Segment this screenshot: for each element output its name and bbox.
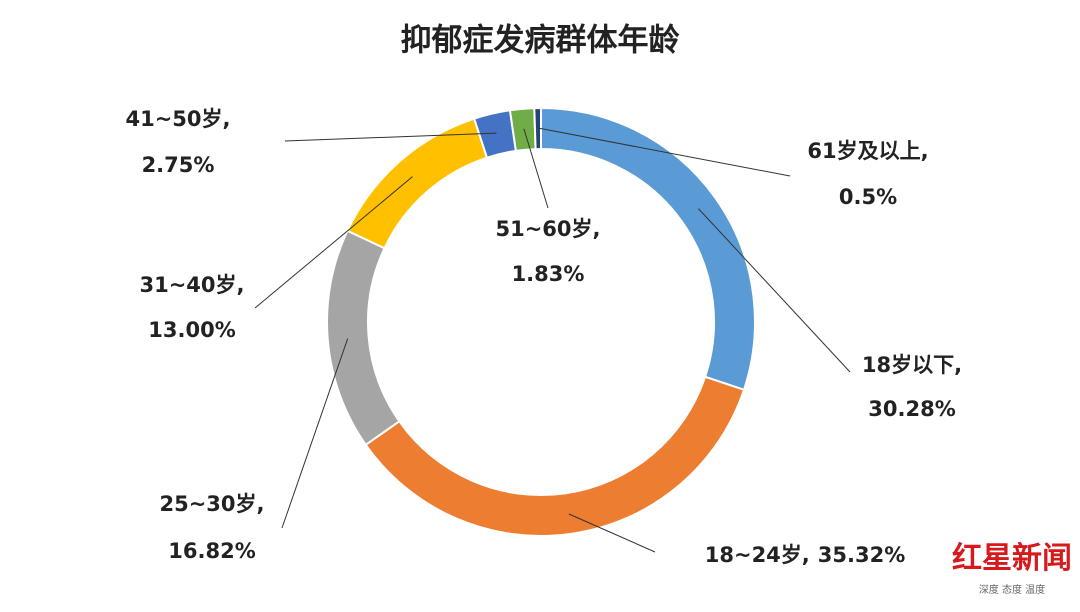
- data-label-value: 30.28%: [868, 397, 955, 421]
- data-label-value: 2.75%: [142, 153, 215, 177]
- data-label-value: 1.83%: [512, 262, 585, 286]
- data-label: 18~24岁, 35.32%: [705, 543, 906, 567]
- logo: 红星新闻: [952, 541, 1072, 576]
- data-label-value: 0.5%: [839, 185, 897, 209]
- leader-line: [284, 132, 497, 142]
- leader-line: [254, 176, 413, 309]
- leader-line: [568, 513, 656, 553]
- data-label-category: 41~50岁,: [125, 107, 230, 131]
- data-label-value: 16.82%: [168, 539, 255, 563]
- donut-slice: [533, 106, 542, 151]
- leader-line: [281, 338, 349, 529]
- leader-line: [523, 128, 549, 209]
- data-label-category: 31~40岁,: [139, 273, 244, 297]
- data-label-value: 13.00%: [148, 318, 235, 342]
- data-label-category: 51~60岁,: [495, 217, 600, 241]
- data-label-category: 18岁以下,: [862, 353, 962, 377]
- data-label: 61岁及以上, 0.5%: [807, 139, 928, 209]
- data-label: 31~40岁, 13.00%: [139, 273, 244, 342]
- data-label-value: 35.32%: [818, 543, 905, 567]
- data-label-category: 18~24岁,: [705, 543, 810, 567]
- chart-title: 抑郁症发病群体年龄: [401, 23, 680, 59]
- data-label-category: 25~30岁,: [159, 492, 264, 516]
- logo-slogan: 深度 态度 温度: [979, 583, 1045, 596]
- data-label: 25~30岁, 16.82%: [159, 492, 264, 563]
- data-label-category: 61岁及以上,: [807, 139, 928, 163]
- leader-line: [698, 208, 851, 373]
- data-label: 51~60岁, 1.83%: [495, 217, 600, 286]
- leader-line: [537, 127, 791, 177]
- data-label: 18岁以下, 30.28%: [862, 353, 962, 421]
- data-label: 41~50岁, 2.75%: [125, 107, 230, 177]
